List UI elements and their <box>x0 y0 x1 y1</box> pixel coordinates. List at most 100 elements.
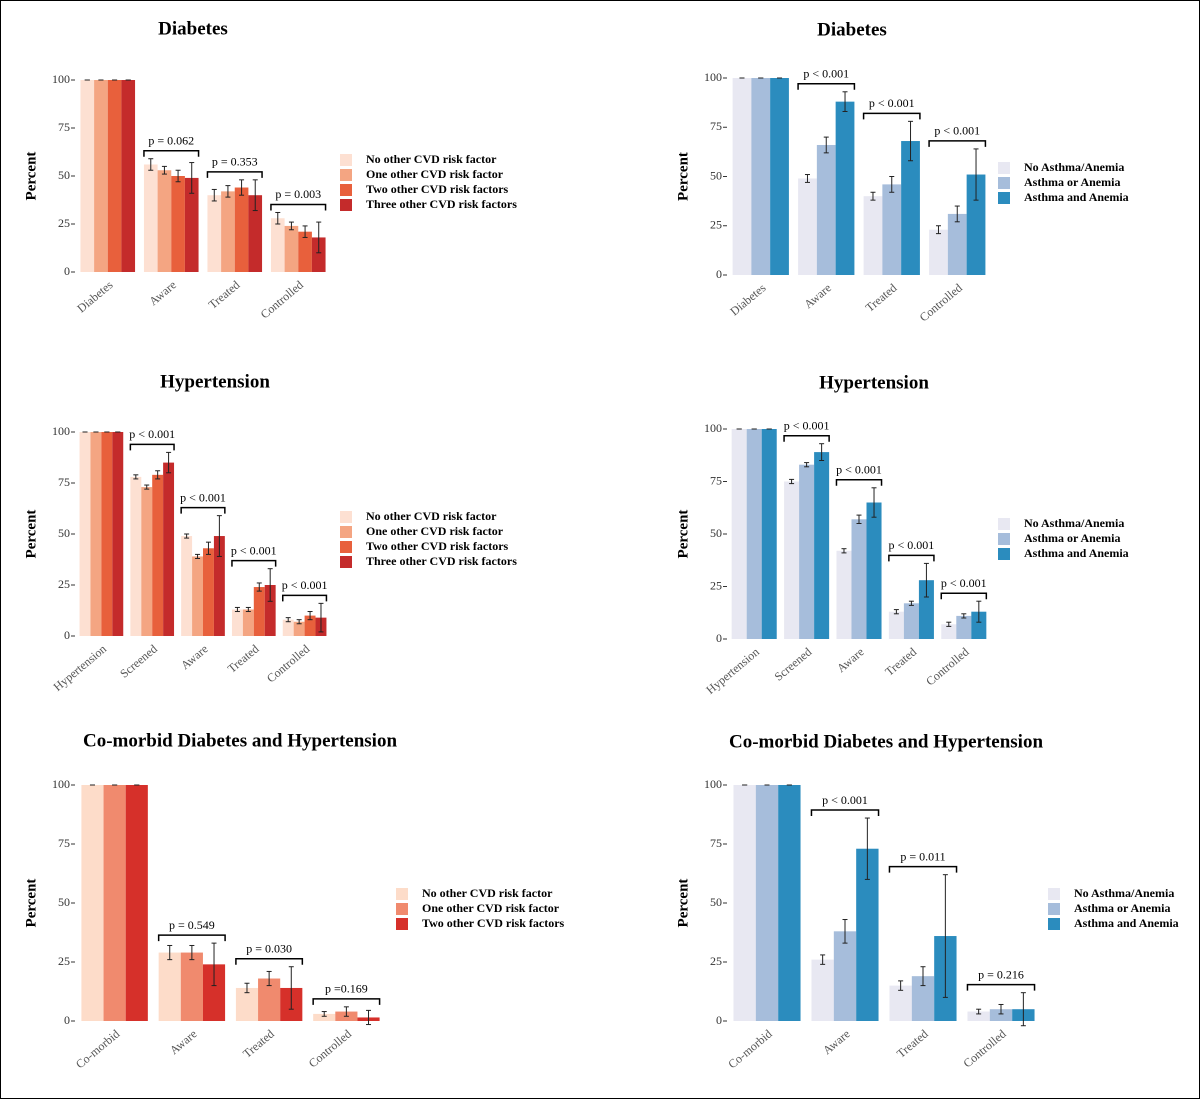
p-value-label: p = 0.353 <box>212 155 258 169</box>
p-value-bracket <box>797 83 856 90</box>
legend-swatch <box>340 556 352 568</box>
error-bar <box>316 221 322 254</box>
bar <box>253 587 265 636</box>
p-value-bracket <box>312 998 381 1005</box>
p-value-bracket <box>928 140 987 147</box>
legend-label: Asthma and Anemia <box>1074 916 1179 930</box>
bar <box>798 178 817 275</box>
y-tick-label: 0 <box>716 631 722 645</box>
y-tick-label: 25 <box>58 954 70 968</box>
y-tick-label: 0 <box>64 264 70 278</box>
bar <box>234 187 249 272</box>
p-value-bracket <box>143 149 200 157</box>
bar <box>304 615 316 636</box>
y-tick-label: 75 <box>710 473 722 487</box>
bar <box>836 550 852 639</box>
error-bar <box>789 478 795 485</box>
error-bar <box>946 621 952 627</box>
legend-label: Asthma and Anemia <box>1024 190 1129 204</box>
error-bar <box>823 136 829 154</box>
bar <box>141 487 153 636</box>
error-bar <box>820 954 826 965</box>
legend-label: Asthma or Anemia <box>1074 901 1170 915</box>
p-value-bracket <box>966 983 1036 991</box>
p-value-label: p < 0.001 <box>784 418 830 432</box>
bar <box>112 432 124 636</box>
error-bar <box>973 148 979 201</box>
y-tick-label: 0 <box>64 628 70 642</box>
y-tick-label: 50 <box>58 168 70 182</box>
p-value-label: p = 0.030 <box>246 941 292 955</box>
p-value-bracket <box>206 171 263 178</box>
error-bar <box>976 1008 982 1015</box>
legend-swatch <box>340 184 352 196</box>
bar <box>80 80 95 272</box>
y-tick-label: 50 <box>58 526 70 540</box>
bar <box>746 429 762 639</box>
bar <box>956 615 972 639</box>
y-tick-label: 75 <box>710 836 722 850</box>
legend-label: Asthma or Anemia <box>1024 531 1120 545</box>
bar <box>282 619 294 636</box>
bar <box>770 78 789 275</box>
legend-swatch <box>396 903 408 915</box>
bar <box>866 502 882 639</box>
legend-swatch <box>1048 888 1060 900</box>
bar <box>130 476 142 636</box>
bar <box>270 218 285 272</box>
legend-swatch <box>396 918 408 930</box>
bar <box>163 462 175 636</box>
bar <box>732 78 752 275</box>
error-bar <box>245 606 251 613</box>
error-bar <box>343 1006 349 1017</box>
y-tick-label: 0 <box>716 1013 722 1027</box>
error-bar <box>166 451 172 474</box>
error-bar <box>211 942 217 987</box>
bar <box>231 609 243 636</box>
legend-swatch <box>340 154 352 166</box>
p-value-label: p = 0.549 <box>169 918 215 932</box>
p-value-label: p =0.169 <box>325 982 368 996</box>
p-value-label: p < 0.001 <box>934 124 980 138</box>
y-tick-label: 100 <box>704 421 722 435</box>
error-bar <box>184 533 190 539</box>
error-bar <box>318 602 324 633</box>
y-tick-label: 0 <box>716 267 722 281</box>
y-tick-label: 75 <box>710 119 722 133</box>
legend-label: No Asthma/Anemia <box>1024 160 1124 174</box>
bar <box>811 959 834 1021</box>
error-bar <box>288 966 294 1010</box>
chart-title: Diabetes <box>158 18 228 39</box>
error-bar <box>942 874 948 998</box>
bar <box>264 585 276 636</box>
bar <box>882 184 902 275</box>
bar <box>121 80 136 272</box>
legend-swatch <box>998 518 1010 530</box>
bar <box>888 611 904 639</box>
legend-swatch <box>396 888 408 900</box>
legend-swatch <box>340 199 352 211</box>
p-value-label: p < 0.001 <box>231 543 277 557</box>
chart-title: Co-morbid Diabetes and Hypertension <box>83 730 397 751</box>
p-value-label: p < 0.001 <box>889 538 935 552</box>
error-bar <box>256 582 262 592</box>
p-value-label: p < 0.001 <box>869 96 915 110</box>
error-bar <box>205 541 211 555</box>
p-value-bracket <box>783 434 830 442</box>
bar <box>856 848 879 1021</box>
y-tick-label: 25 <box>58 216 70 230</box>
y-tick-label: 100 <box>52 777 70 791</box>
bar <box>761 429 777 639</box>
legend-label: Three other CVD risk factors <box>366 197 517 211</box>
y-tick-label: 50 <box>710 526 722 540</box>
error-bar <box>225 185 231 198</box>
y-tick-label: 25 <box>710 218 722 232</box>
bar <box>81 785 104 1021</box>
bar <box>989 1009 1013 1021</box>
legend-swatch <box>340 541 352 553</box>
p-value-bracket <box>270 203 327 211</box>
legend-label: No other CVD risk factor <box>422 886 553 900</box>
y-tick-label: 25 <box>710 954 722 968</box>
error-bar <box>920 966 926 987</box>
bar <box>192 556 203 636</box>
